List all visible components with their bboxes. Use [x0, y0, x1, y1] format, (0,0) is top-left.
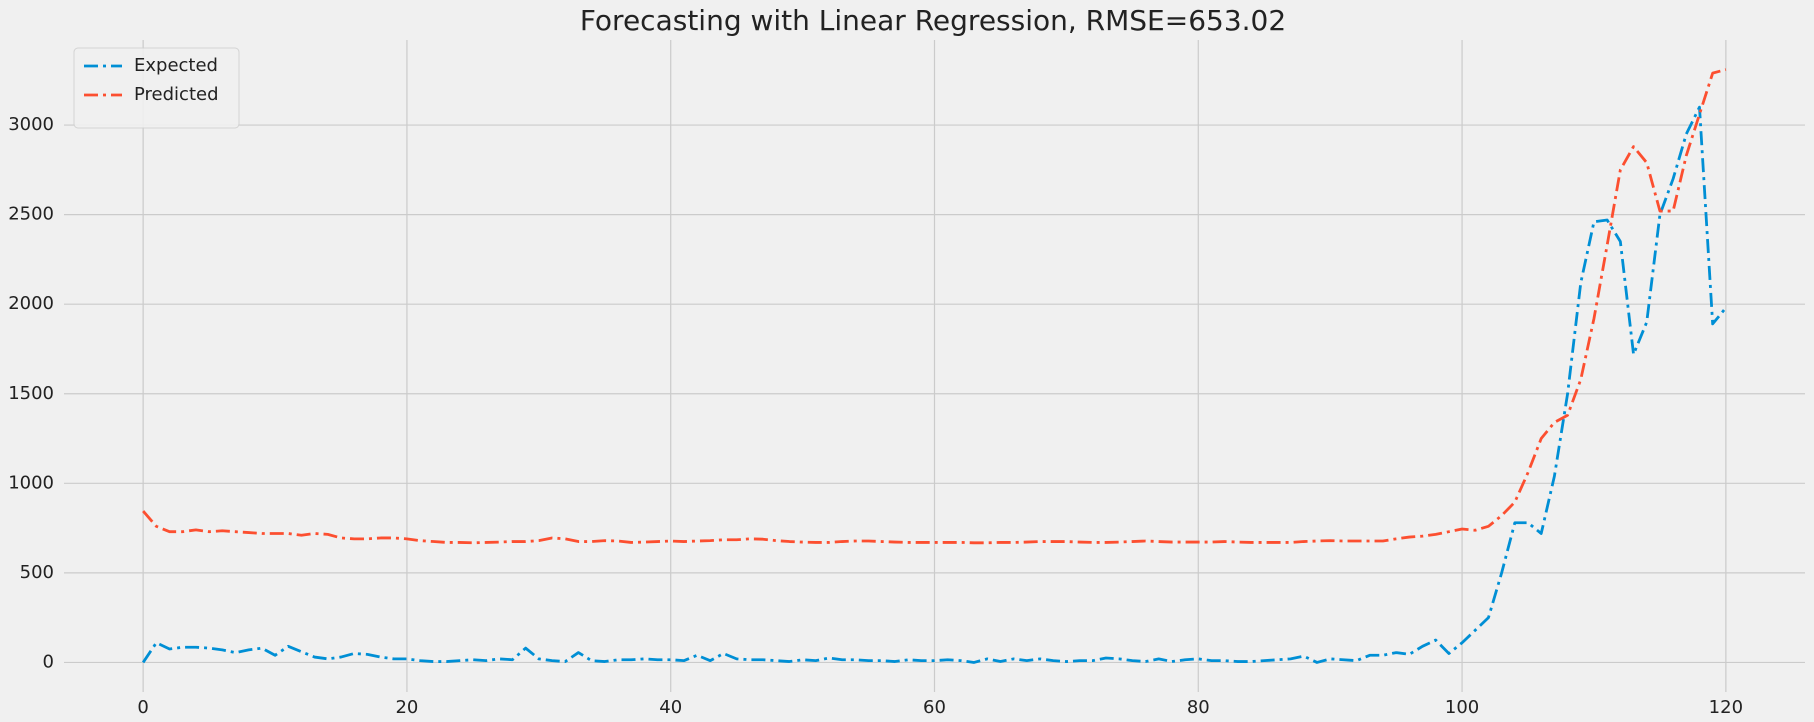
x-tick-label: 120	[1709, 697, 1743, 718]
series-line	[141, 105, 1727, 664]
legend-label: Expected	[134, 55, 218, 76]
x-tick-label: 20	[395, 697, 418, 718]
legend-box	[73, 47, 240, 129]
x-tick-label: 80	[1187, 697, 1210, 718]
x-tick-label: 60	[923, 697, 946, 718]
x-tick-label: 40	[659, 697, 682, 718]
x-tick-label: 0	[137, 697, 148, 718]
y-tick-label: 2000	[8, 293, 54, 314]
y-tick-label: 0	[43, 651, 54, 672]
y-tick-label: 3000	[8, 114, 54, 135]
y-tick-label: 2500	[8, 204, 54, 225]
legend-label: Predicted	[134, 84, 219, 105]
y-tick-label: 1500	[8, 383, 54, 404]
y-tick-label: 500	[20, 562, 54, 583]
chart-title: Forecasting with Linear Regression, RMSE…	[580, 4, 1286, 37]
series-line	[142, 68, 1727, 545]
legend: Expected Predicted	[73, 47, 240, 129]
y-tick-label: 1000	[8, 472, 54, 493]
x-tick-label: 100	[1445, 697, 1479, 718]
